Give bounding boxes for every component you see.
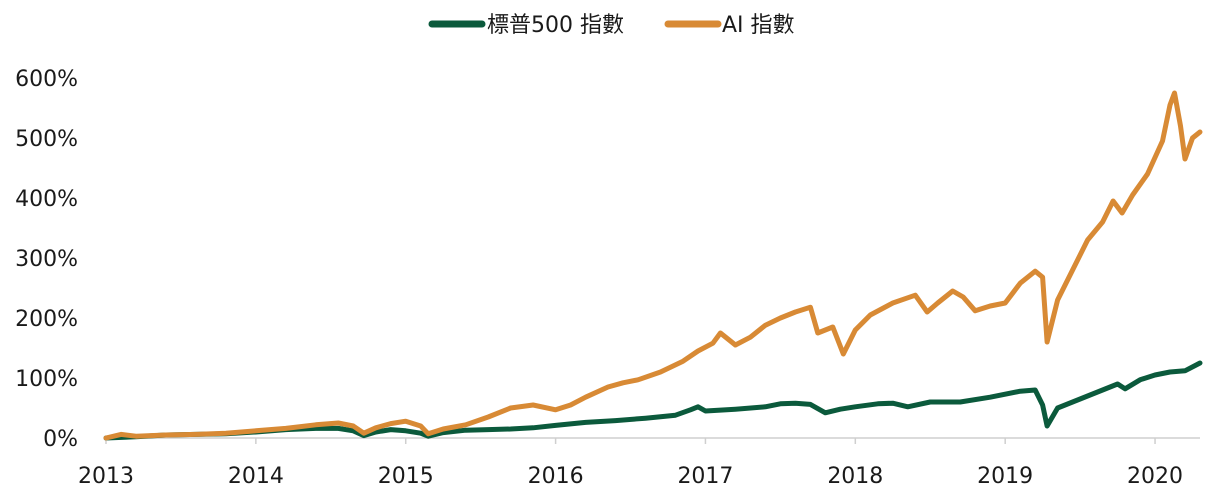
x-tick-label: 2014 bbox=[228, 464, 284, 489]
y-tick-label: 0% bbox=[43, 427, 78, 452]
x-tick-label: 2018 bbox=[827, 464, 883, 489]
legend-label-ai: AI 指數 bbox=[722, 13, 795, 38]
legend: 標普500 指數 AI 指數 bbox=[428, 13, 795, 38]
x-tick-label: 2013 bbox=[78, 464, 134, 489]
x-tick-label: 2015 bbox=[378, 464, 434, 489]
x-tick-label: 2017 bbox=[677, 464, 733, 489]
x-tick-label: 2016 bbox=[528, 464, 584, 489]
y-tick-label: 200% bbox=[15, 307, 78, 332]
y-tick-label: 400% bbox=[15, 187, 78, 212]
plot-area bbox=[103, 90, 1203, 441]
y-axis: 0% 100% 200% 300% 400% 500% 600% bbox=[15, 67, 78, 452]
y-tick-label: 500% bbox=[15, 127, 78, 152]
x-tick-label: 2019 bbox=[977, 464, 1033, 489]
x-tick-label: 2020 bbox=[1127, 464, 1183, 489]
y-tick-label: 100% bbox=[15, 367, 78, 392]
y-tick-label: 300% bbox=[15, 247, 78, 272]
y-tick-label: 600% bbox=[15, 67, 78, 92]
series-line-sp500 bbox=[103, 360, 1203, 441]
legend-label-sp500: 標普500 指數 bbox=[487, 13, 624, 38]
x-axis: 2013 2014 2015 2016 2017 2018 2019 2020 bbox=[78, 437, 1200, 489]
series-line-ai bbox=[103, 90, 1203, 441]
